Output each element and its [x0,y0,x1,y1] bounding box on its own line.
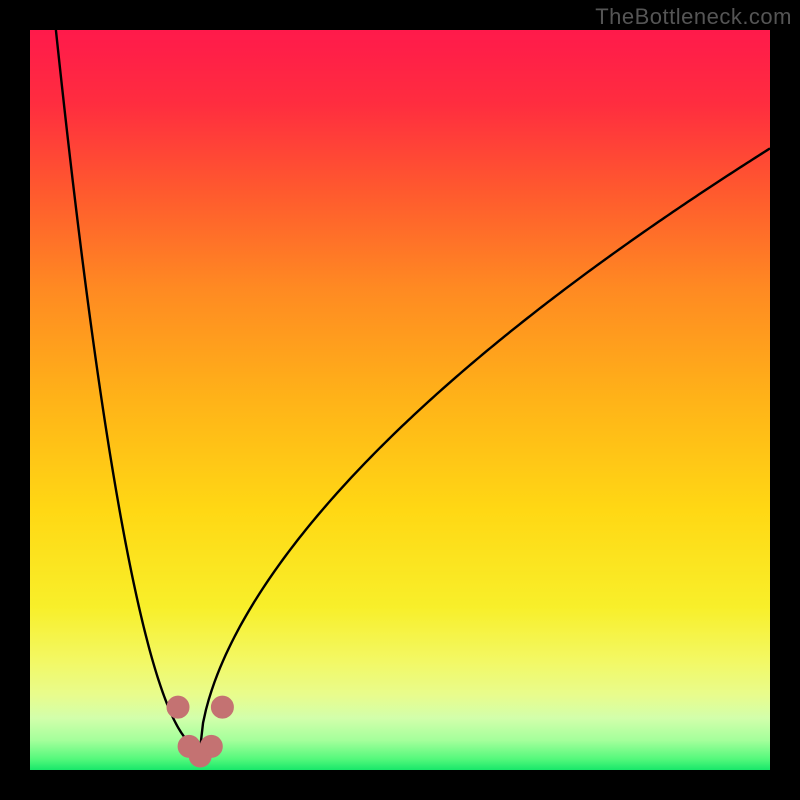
gradient-background [30,30,770,770]
marker-dot [200,735,222,757]
watermark-text: TheBottleneck.com [595,4,792,30]
marker-dot [167,696,189,718]
marker-dot [211,696,233,718]
